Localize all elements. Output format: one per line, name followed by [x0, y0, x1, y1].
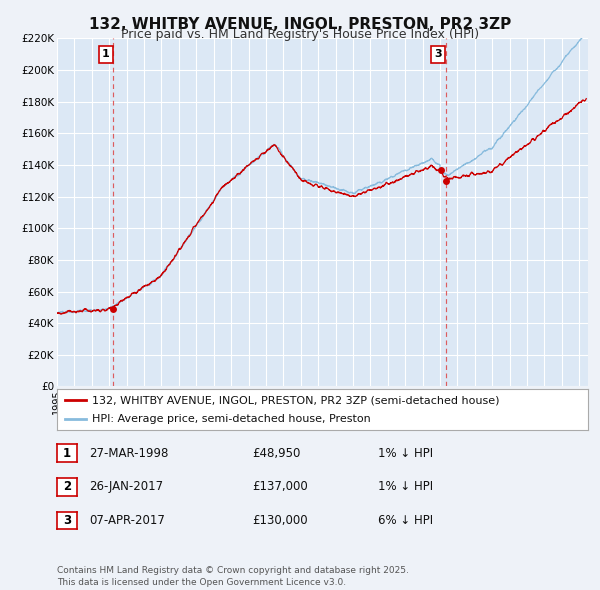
Text: 6% ↓ HPI: 6% ↓ HPI — [378, 514, 433, 527]
Text: £130,000: £130,000 — [252, 514, 308, 527]
Text: 1: 1 — [102, 49, 110, 59]
Text: 132, WHITBY AVENUE, INGOL, PRESTON, PR2 3ZP: 132, WHITBY AVENUE, INGOL, PRESTON, PR2 … — [89, 17, 511, 31]
Text: Contains HM Land Registry data © Crown copyright and database right 2025.
This d: Contains HM Land Registry data © Crown c… — [57, 566, 409, 587]
Text: 2: 2 — [63, 480, 71, 493]
Text: HPI: Average price, semi-detached house, Preston: HPI: Average price, semi-detached house,… — [92, 414, 370, 424]
Text: £48,950: £48,950 — [252, 447, 301, 460]
Text: 1: 1 — [63, 447, 71, 460]
Text: 07-APR-2017: 07-APR-2017 — [89, 514, 164, 527]
Text: 1% ↓ HPI: 1% ↓ HPI — [378, 447, 433, 460]
Text: 3: 3 — [63, 514, 71, 527]
Text: 27-MAR-1998: 27-MAR-1998 — [89, 447, 168, 460]
Text: 1% ↓ HPI: 1% ↓ HPI — [378, 480, 433, 493]
Text: 3: 3 — [434, 49, 442, 59]
Text: £137,000: £137,000 — [252, 480, 308, 493]
Text: 26-JAN-2017: 26-JAN-2017 — [89, 480, 163, 493]
Text: Price paid vs. HM Land Registry's House Price Index (HPI): Price paid vs. HM Land Registry's House … — [121, 28, 479, 41]
Text: 132, WHITBY AVENUE, INGOL, PRESTON, PR2 3ZP (semi-detached house): 132, WHITBY AVENUE, INGOL, PRESTON, PR2 … — [92, 395, 499, 405]
